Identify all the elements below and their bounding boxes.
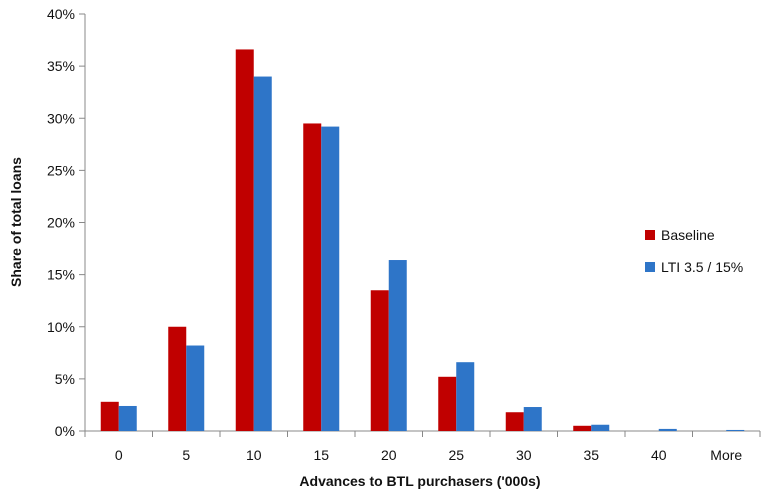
y-tick-label: 0% xyxy=(55,423,75,439)
y-tick-label: 40% xyxy=(47,6,75,22)
bar-baseline-30 xyxy=(505,412,524,431)
x-tick-label: More xyxy=(710,447,742,463)
bar-lti-30 xyxy=(523,407,542,431)
bar-baseline-20 xyxy=(370,290,389,431)
bar-baseline-0 xyxy=(100,401,119,431)
bar-baseline-35 xyxy=(573,425,592,431)
y-axis: 0% 5% 10% 15% 20% 25% 30% 35% 40% xyxy=(47,6,86,439)
x-tick-label: 25 xyxy=(448,447,464,463)
bars xyxy=(100,49,745,432)
legend-label: Baseline xyxy=(661,227,715,243)
y-axis-title: Share of total loans xyxy=(8,157,24,287)
y-tick-label: 30% xyxy=(47,110,75,126)
legend-label: LTI 3.5 / 15% xyxy=(661,259,743,275)
x-tick-label: 10 xyxy=(246,447,262,463)
bar-lti-35 xyxy=(591,424,610,431)
y-tick-label: 5% xyxy=(55,371,75,387)
x-tick-label: 0 xyxy=(115,447,123,463)
bar-baseline-10 xyxy=(235,49,254,431)
bar-lti-20 xyxy=(388,260,407,431)
y-tick-label: 35% xyxy=(47,58,75,74)
x-tick-label: 15 xyxy=(313,447,329,463)
x-tick-label: 40 xyxy=(651,447,667,463)
bar-lti-40 xyxy=(658,428,677,431)
bar-lti-5 xyxy=(186,345,205,431)
legend-swatch xyxy=(645,262,655,272)
bar-lti-25 xyxy=(456,362,475,431)
x-tick-label: 30 xyxy=(516,447,532,463)
y-tick-label: 15% xyxy=(47,267,75,283)
bar-lti-More xyxy=(726,429,745,431)
y-tick-label: 25% xyxy=(47,162,75,178)
legend-swatch xyxy=(645,230,655,240)
x-axis-title: Advances to BTL purchasers ('000s) xyxy=(299,473,540,489)
x-tick-label: 35 xyxy=(583,447,599,463)
x-tick-label: 5 xyxy=(182,447,190,463)
bar-baseline-15 xyxy=(303,123,322,432)
legend: Baseline LTI 3.5 / 15% xyxy=(645,227,743,275)
y-tick-label: 20% xyxy=(47,215,75,231)
bar-lti-0 xyxy=(118,405,137,431)
bar-baseline-5 xyxy=(168,326,187,431)
bar-lti-10 xyxy=(253,76,272,432)
bar-lti-15 xyxy=(321,126,340,431)
bar-baseline-25 xyxy=(438,376,457,431)
x-tick-label: 20 xyxy=(381,447,397,463)
y-tick-label: 10% xyxy=(47,319,75,335)
x-axis: 0 5 10 15 20 25 30 35 40 More xyxy=(84,430,761,463)
